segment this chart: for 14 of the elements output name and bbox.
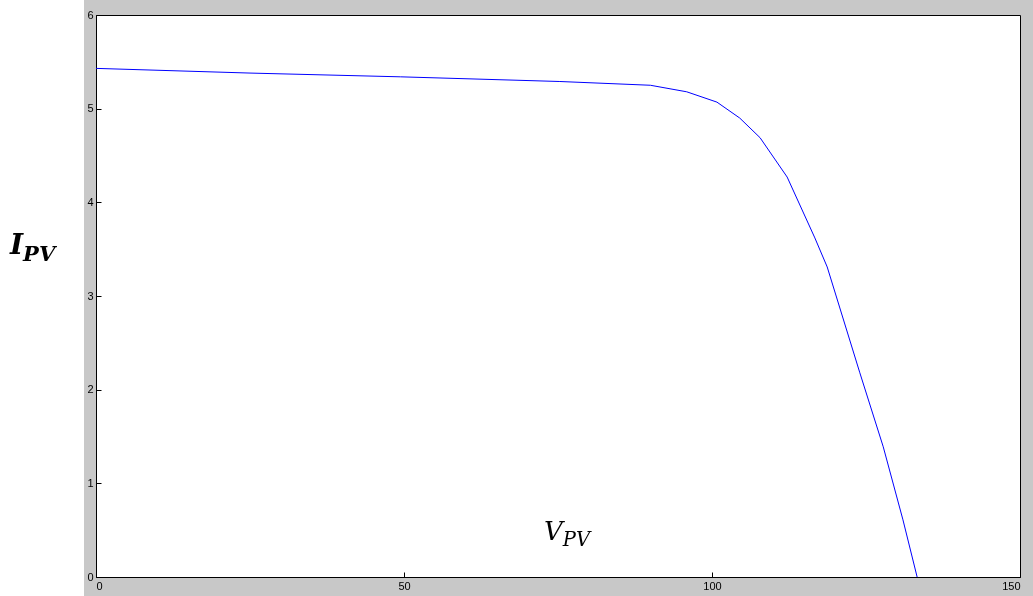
y-tick-label: 2 xyxy=(87,383,94,396)
y-tick-label: 1 xyxy=(87,476,94,489)
y-tick-label: 0 xyxy=(87,570,94,583)
line-series xyxy=(95,67,918,578)
y-tick-label: 4 xyxy=(87,195,94,208)
x-tick-label: 0 xyxy=(96,579,103,592)
y-tick-label: 3 xyxy=(87,289,94,302)
y-tick-label: 6 xyxy=(87,8,94,21)
x-tick-label: 150 xyxy=(1002,579,1021,592)
x-tick-label: 50 xyxy=(398,579,411,592)
y-tick-label: 5 xyxy=(87,102,94,115)
y-axis-title: I$_{PV}$ xyxy=(10,228,56,266)
x-tick-label: 100 xyxy=(703,579,722,592)
x-axis-title: V$_{PV}$ xyxy=(544,516,590,552)
